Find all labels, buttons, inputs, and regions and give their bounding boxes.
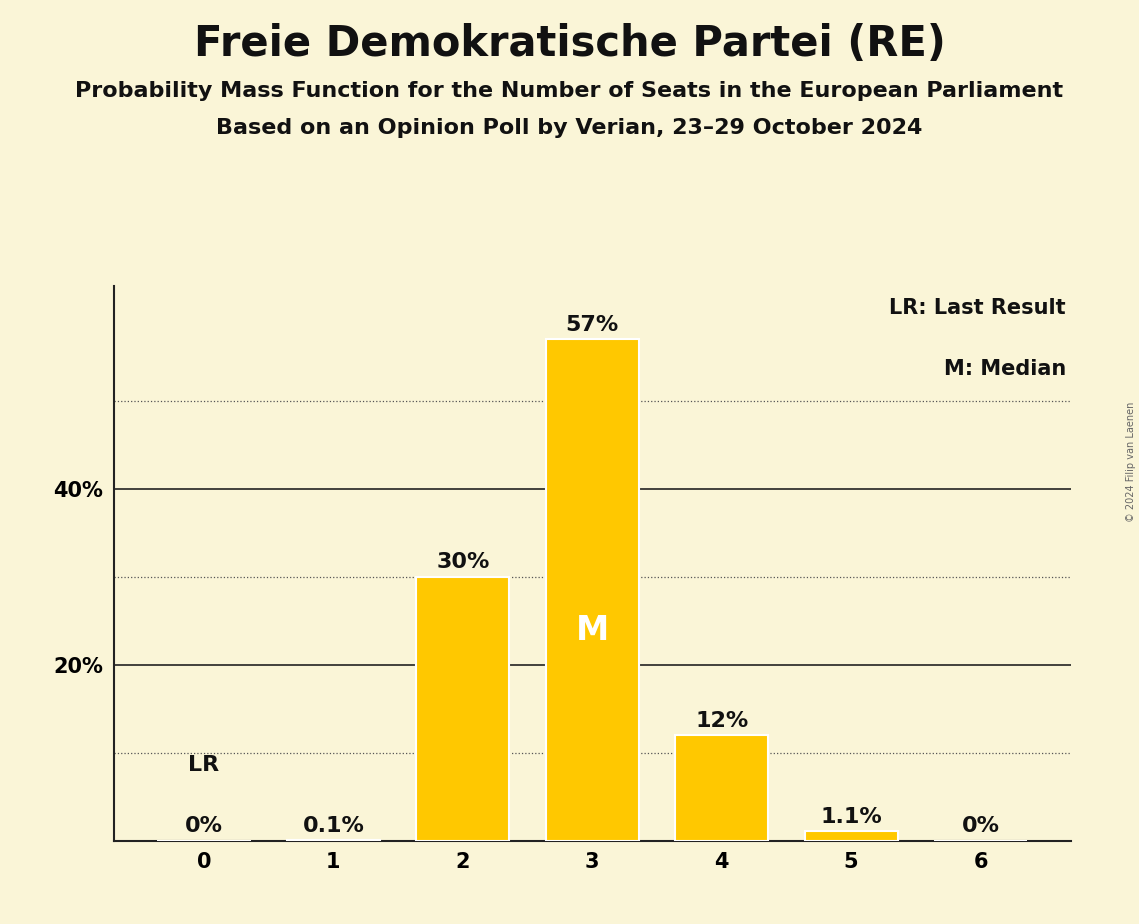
Bar bbox=[804, 832, 898, 841]
Bar bbox=[416, 577, 509, 841]
Text: Freie Demokratische Partei (RE): Freie Demokratische Partei (RE) bbox=[194, 23, 945, 65]
Text: Probability Mass Function for the Number of Seats in the European Parliament: Probability Mass Function for the Number… bbox=[75, 81, 1064, 102]
Bar bbox=[546, 339, 639, 841]
Text: 0.1%: 0.1% bbox=[303, 816, 364, 835]
Text: M: M bbox=[575, 614, 609, 647]
Text: 0%: 0% bbox=[961, 817, 1000, 836]
Text: 57%: 57% bbox=[566, 315, 618, 334]
Text: 12%: 12% bbox=[695, 711, 748, 731]
Text: 1.1%: 1.1% bbox=[820, 807, 882, 827]
Text: LR: LR bbox=[188, 755, 220, 775]
Text: 0%: 0% bbox=[185, 817, 223, 836]
Text: © 2024 Filip van Laenen: © 2024 Filip van Laenen bbox=[1126, 402, 1136, 522]
Bar bbox=[675, 736, 769, 841]
Text: LR: Last Result: LR: Last Result bbox=[890, 298, 1066, 318]
Text: M: Median: M: Median bbox=[943, 359, 1066, 379]
Text: 30%: 30% bbox=[436, 553, 490, 573]
Text: Based on an Opinion Poll by Verian, 23–29 October 2024: Based on an Opinion Poll by Verian, 23–2… bbox=[216, 118, 923, 139]
